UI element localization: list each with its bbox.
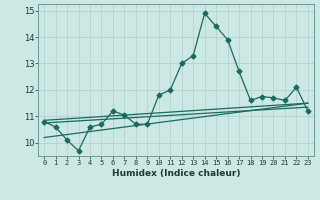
- X-axis label: Humidex (Indice chaleur): Humidex (Indice chaleur): [112, 169, 240, 178]
